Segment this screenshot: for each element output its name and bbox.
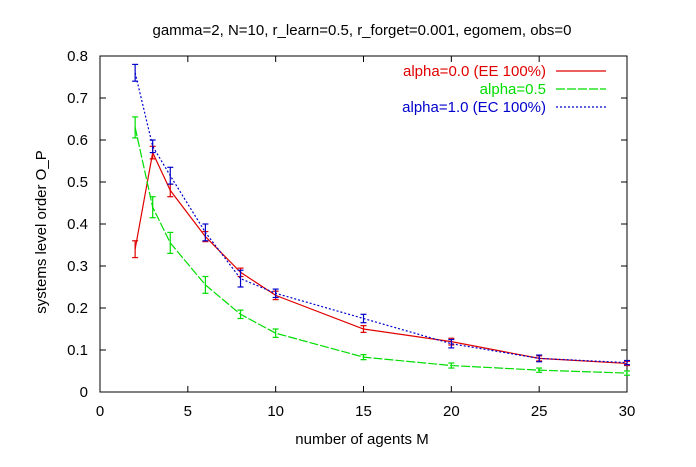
legend-item: alpha=1.0 (EC 100%): [402, 99, 606, 116]
data-point: [237, 269, 244, 288]
data-point: [272, 288, 279, 299]
y-tick-label: 0.7: [67, 90, 88, 107]
data-point: [132, 116, 139, 139]
data-point: [624, 370, 630, 376]
series: [132, 145, 630, 367]
legend-label: alpha=0.0 (EE 100%): [403, 63, 546, 80]
data-point: [149, 196, 156, 219]
y-tick-label: 0.1: [67, 342, 88, 359]
y-axis-label: systems level order O_P: [33, 150, 50, 313]
y-tick-label: 0.6: [67, 132, 88, 149]
series-layer: [132, 63, 630, 376]
y-tick-label: 0.5: [67, 174, 88, 191]
data-point: [149, 139, 156, 154]
legend-label: alpha=1.0 (EC 100%): [402, 99, 546, 116]
data-point: [624, 359, 630, 366]
x-axis-label: number of agents M: [295, 431, 428, 448]
data-point: [237, 309, 244, 320]
x-tick-label: 25: [531, 403, 548, 420]
axis-ticks: 0 5 10 15 20 25 30 0 0.1 0.2 0.3 0.4 0.5 0.6 0.7 0.8: [67, 48, 635, 420]
series: [132, 116, 630, 376]
data-point: [167, 231, 174, 254]
data-point: [202, 275, 209, 294]
series-line: [134, 127, 628, 374]
chart-title: gamma=2, N=10, r_learn=0.5, r_forget=0.0…: [152, 22, 571, 39]
x-tick-label: 15: [355, 403, 372, 420]
data-point: [132, 63, 139, 82]
legend-item: alpha=0.0 (EE 100%): [403, 63, 606, 80]
series: [132, 63, 630, 366]
series-line: [134, 150, 628, 365]
data-point: [448, 362, 455, 369]
x-tick-label: 10: [267, 403, 284, 420]
data-point: [272, 328, 279, 338]
y-tick-label: 0.4: [67, 216, 88, 233]
x-tick-label: 20: [443, 403, 460, 420]
data-point: [536, 354, 543, 363]
x-tick-label: 5: [184, 403, 192, 420]
data-point: [132, 240, 139, 259]
y-tick-label: 0.3: [67, 258, 88, 275]
legend-label: alpha=0.5: [480, 81, 546, 98]
y-tick-label: 0.8: [67, 48, 88, 65]
data-point: [167, 166, 174, 185]
y-tick-label: 0: [80, 384, 88, 401]
data-point: [360, 354, 367, 361]
data-point: [202, 223, 209, 242]
series-line: [134, 72, 628, 364]
data-point: [448, 338, 455, 349]
x-tick-label: 0: [96, 403, 104, 420]
x-tick-label: 30: [619, 403, 636, 420]
data-point: [360, 325, 367, 333]
plot-frame: [99, 55, 628, 393]
y-tick-label: 0.2: [67, 300, 88, 317]
data-point: [536, 367, 543, 373]
data-point: [360, 313, 367, 324]
legend-item: alpha=0.5: [480, 81, 606, 98]
